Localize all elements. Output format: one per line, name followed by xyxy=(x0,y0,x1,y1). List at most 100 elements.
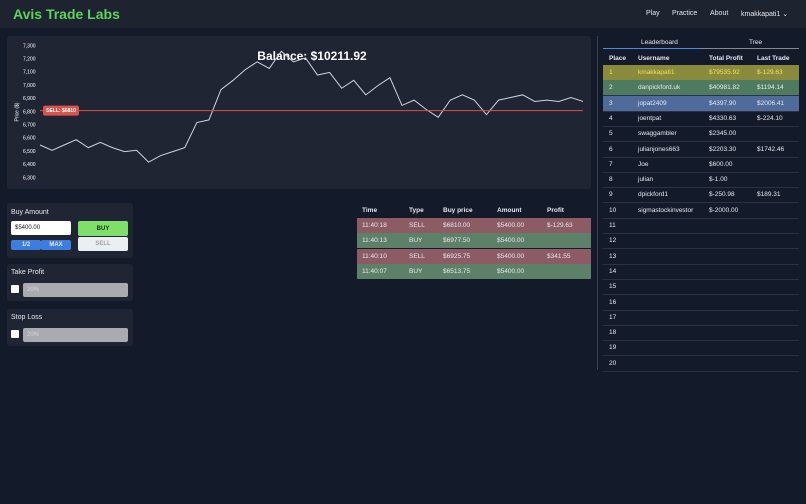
tab[interactable]: Tree xyxy=(749,39,763,46)
stop-loss-input[interactable]: 20% xyxy=(23,328,128,342)
half-button[interactable]: 1/2 xyxy=(11,240,41,250)
y-tick-label: 7,000 xyxy=(23,83,36,89)
nav-link[interactable]: About xyxy=(710,10,729,17)
nav-link[interactable]: Play xyxy=(646,10,660,17)
cell: danpickford.uk xyxy=(638,84,681,92)
cell: 14 xyxy=(609,267,617,275)
cell: $4330.63 xyxy=(709,114,737,122)
panel-label: Take Profit xyxy=(11,269,45,276)
cell: 15 xyxy=(609,283,617,291)
y-tick-label: 6,900 xyxy=(23,96,36,102)
cell: sigmastockinvestor xyxy=(638,206,694,214)
cell: 11:40:07 xyxy=(362,267,387,275)
cell: $2345.00 xyxy=(709,130,737,138)
cell: $-2000.00 xyxy=(709,206,739,214)
cell: $2203.30 xyxy=(709,145,737,153)
sell-label: SELL: $6810 xyxy=(46,108,76,114)
cell: 4 xyxy=(609,114,613,122)
checkbox[interactable] xyxy=(11,330,19,338)
cell: $40981.82 xyxy=(709,84,740,92)
cell: swaggambler xyxy=(638,130,677,138)
cell: Joe xyxy=(638,160,649,168)
divider xyxy=(597,36,598,370)
y-tick-label: 6,300 xyxy=(23,175,36,181)
sell-button[interactable]: SELL xyxy=(78,237,128,251)
cell: $1742.46 xyxy=(757,145,785,153)
column-header: Amount xyxy=(497,207,522,214)
leaderboard-row xyxy=(603,340,799,357)
column-header: Type xyxy=(409,207,424,214)
cell: $-224.10 xyxy=(757,114,783,122)
leaderboard-row xyxy=(603,218,799,234)
cell: 8 xyxy=(609,176,613,184)
cell: 11:40:18 xyxy=(362,222,387,229)
y-tick-label: 6,700 xyxy=(23,123,36,129)
cell: 20 xyxy=(609,359,617,367)
user-menu[interactable]: kmakkapati1 ⌄ xyxy=(741,11,789,18)
cell: 3 xyxy=(609,99,613,107)
cell: 19 xyxy=(609,344,617,352)
leaderboard-row xyxy=(603,142,799,158)
column-header: Total Profit xyxy=(709,55,743,62)
leaderboard-row xyxy=(603,111,799,127)
cell: $2006.41 xyxy=(757,99,785,107)
trade-row xyxy=(357,218,591,233)
checkbox[interactable] xyxy=(11,285,19,293)
cell: julianjones663 xyxy=(638,145,680,153)
cell: 7 xyxy=(609,160,613,168)
column-header: Place xyxy=(609,55,626,62)
column-header: Last Trade xyxy=(757,55,790,62)
tab-underline xyxy=(603,48,701,49)
max-button[interactable]: MAX xyxy=(41,240,71,250)
column-header: Time xyxy=(362,207,378,214)
price-line xyxy=(39,50,584,163)
cell: $-1.00 xyxy=(709,176,728,184)
cell: $79535.92 xyxy=(709,69,740,76)
cell: kmakkapati1 xyxy=(638,69,675,76)
cell: jopat2409 xyxy=(638,99,667,107)
cell: $341.55 xyxy=(547,252,571,260)
cell: $189.31 xyxy=(757,191,781,199)
cell: $5400.00 xyxy=(497,252,525,260)
leaderboard-row xyxy=(603,325,799,342)
leaderboard-row xyxy=(603,172,799,189)
leaderboard-row xyxy=(603,264,799,280)
cell: $6810.00 xyxy=(443,222,471,229)
y-tick-label: 6,800 xyxy=(23,109,36,115)
trade-row xyxy=(357,233,591,249)
cell: 11:40:13 xyxy=(362,237,387,245)
tab-underline xyxy=(701,48,799,49)
cell: 11:40:10 xyxy=(362,252,387,260)
cell: 10 xyxy=(609,206,617,214)
leaderboard-row xyxy=(603,279,799,296)
cell: $5400.00 xyxy=(497,237,525,245)
y-tick-label: 6,500 xyxy=(23,149,36,155)
app-title: Avis Trade Labs xyxy=(13,6,120,22)
nav-link[interactable]: Practice xyxy=(672,10,698,17)
trade-row xyxy=(357,248,591,264)
leaderboard-row xyxy=(603,157,799,173)
cell: $1194.14 xyxy=(757,84,784,92)
cell: 9 xyxy=(609,191,613,199)
leaderboard-row xyxy=(603,249,799,265)
cell: 11 xyxy=(609,222,616,229)
buy-button[interactable]: BUY xyxy=(78,221,128,236)
take-profit-input[interactable]: 20% xyxy=(23,283,128,297)
panel-label: Stop Loss xyxy=(11,314,43,321)
balance: Balance: $10211.92 xyxy=(257,49,367,63)
cell: $-129.63 xyxy=(757,69,783,76)
cell: $5400.00 xyxy=(497,222,525,229)
trade-row xyxy=(357,263,591,279)
amount-input[interactable]: $5400.00 xyxy=(11,221,71,235)
leaderboard-row xyxy=(603,95,799,112)
cell: $-129.63 xyxy=(547,222,573,229)
cell: 2 xyxy=(609,84,613,92)
header-bar xyxy=(0,0,806,28)
cell: 1 xyxy=(609,69,613,76)
tab[interactable]: Leaderboard xyxy=(641,39,678,46)
y-tick-label: 6,400 xyxy=(23,162,36,168)
cell: $4397.90 xyxy=(709,99,737,107)
cell: 16 xyxy=(609,298,617,306)
cell: $600.00 xyxy=(709,160,733,168)
